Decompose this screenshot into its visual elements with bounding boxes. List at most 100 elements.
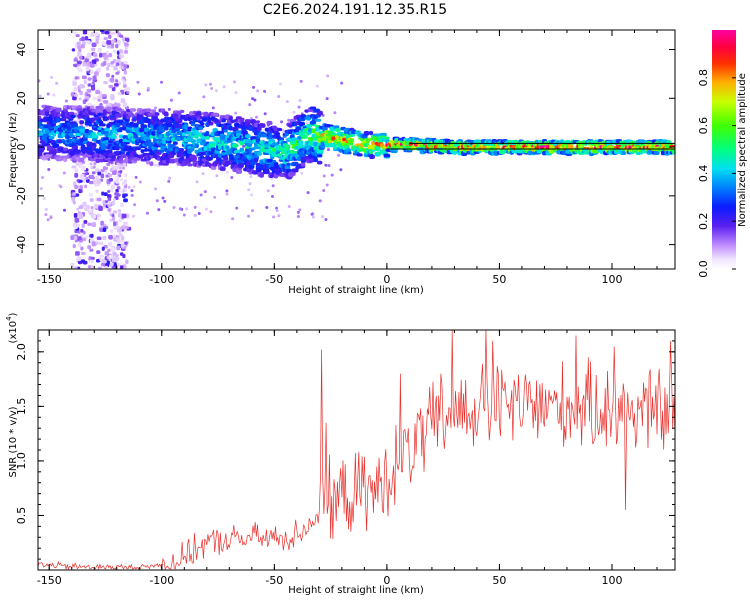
spectrogram-cell (62, 208, 66, 212)
spectrogram-cell (122, 80, 127, 85)
spectrogram-cell (297, 156, 302, 161)
spectrogram-cell (291, 161, 299, 167)
spectrogram-cell (104, 116, 109, 121)
spectrogram-cell (116, 245, 121, 251)
spectrogram-cell (111, 213, 115, 217)
spectrogram-cell (104, 127, 110, 133)
spectrogram-cell (163, 199, 167, 203)
spectrogram-cell (95, 105, 103, 110)
spectrogram-cell (91, 256, 95, 260)
spectrogram-cell (107, 194, 112, 199)
spectrogram-cell (219, 166, 226, 171)
spectrogram-cell (231, 217, 235, 221)
spectrogram-cell (275, 132, 281, 136)
spectrogram-cell (89, 63, 95, 68)
spectrogram-cell (118, 174, 122, 178)
spectrogram-cell (115, 62, 120, 67)
spectrogram-cell (110, 184, 115, 190)
spectrogram-cell (178, 148, 185, 152)
spectrogram-cell (322, 174, 326, 178)
spectrogram-cell (169, 98, 173, 102)
spectrogram-cell (134, 175, 138, 179)
y-tick-label: 1.5 (15, 398, 28, 416)
spectrogram-cell (437, 144, 442, 148)
spectrogram-cell (225, 170, 229, 174)
spectrogram-cell (230, 176, 234, 180)
spectrogram-cell (112, 39, 116, 43)
spectrogram-cell (324, 163, 328, 167)
spectrogram-ylabel: Frequency (Hz) (8, 112, 19, 188)
spectrogram-cell (92, 165, 96, 169)
spectrogram-cell (90, 206, 94, 210)
spectrogram-cell (74, 185, 78, 190)
spectrogram-cell (153, 118, 160, 122)
spectrogram-cell (92, 96, 97, 101)
spectrogram-cell (117, 208, 122, 213)
spectrogram-cell (111, 154, 116, 160)
spectrogram-cell (106, 162, 111, 167)
spectrogram-cell (194, 143, 199, 149)
spectrogram-cell (115, 113, 123, 118)
spectrogram-cell (160, 129, 165, 133)
spectrogram-cell (112, 49, 116, 54)
spectrogram-cell (102, 235, 107, 241)
spectrogram-cell (270, 177, 274, 181)
spectrogram-cell (42, 197, 46, 201)
spectrogram-cell (315, 118, 322, 122)
spectrogram-cell (223, 156, 229, 161)
spectrogram-cell (73, 266, 78, 269)
spectrogram-cell (621, 150, 627, 155)
spectrogram-cell (132, 214, 136, 218)
spectrogram-cell (50, 76, 54, 80)
spectrogram-cell (74, 225, 78, 230)
spectrogram-cell (47, 157, 51, 161)
spectrogram-cell (138, 180, 142, 184)
spectrogram-cell (108, 178, 114, 182)
spectrogram-cell (289, 149, 295, 154)
spectrogram-cell (80, 44, 85, 49)
spectrogram-cell (127, 185, 131, 189)
spectrogram-cell (153, 106, 157, 110)
spectrogram-cell (169, 158, 176, 164)
x-tick-label: -50 (265, 273, 283, 286)
spectrogram-cell (64, 99, 68, 103)
spectrogram-cell (86, 88, 92, 93)
spectrogram-cell (275, 206, 279, 210)
y-tick-label: -40 (15, 236, 28, 254)
spectrogram-cell (79, 128, 87, 133)
spectrogram-cell (104, 265, 108, 269)
spectrogram-cell (251, 209, 255, 213)
spectrogram-cell (343, 144, 350, 148)
spectrogram-cell (126, 91, 130, 95)
spectrogram-cell (169, 148, 174, 152)
spectrogram-cell (154, 112, 160, 116)
spectrogram-cell (325, 97, 329, 101)
spectrogram-cell (244, 134, 251, 139)
spectrogram-cell (107, 53, 113, 58)
spectrogram-cell (277, 214, 281, 218)
spectrogram-cell (77, 45, 82, 49)
spectrogram-cell (81, 75, 87, 80)
spectrogram-cell (230, 119, 236, 123)
spectrogram-cell (163, 111, 169, 117)
spectrogram-cell (76, 207, 80, 211)
spectrogram-cell (214, 118, 219, 123)
spectrogram-cell (70, 262, 75, 268)
colorbar-tick-label: 0.2 (697, 212, 710, 230)
spectrogram-cell (123, 179, 128, 184)
spectrogram-cell (271, 184, 275, 188)
spectrogram-cell (95, 259, 101, 263)
spectrogram-cell (93, 203, 99, 209)
spectrogram-cell (39, 187, 43, 191)
spectrogram-cell (109, 64, 114, 68)
colorbar-tick-label: 0.0 (697, 260, 710, 278)
spectrogram-cell (80, 228, 84, 233)
spectrogram-cell (115, 188, 120, 192)
spectrogram-cell (89, 259, 94, 263)
spectrogram-cell (113, 102, 118, 107)
spectrogram-cell (90, 117, 97, 121)
spectrogram-cell (124, 42, 129, 47)
spectrogram-cell (172, 133, 178, 138)
spectrogram-cell (117, 91, 122, 96)
